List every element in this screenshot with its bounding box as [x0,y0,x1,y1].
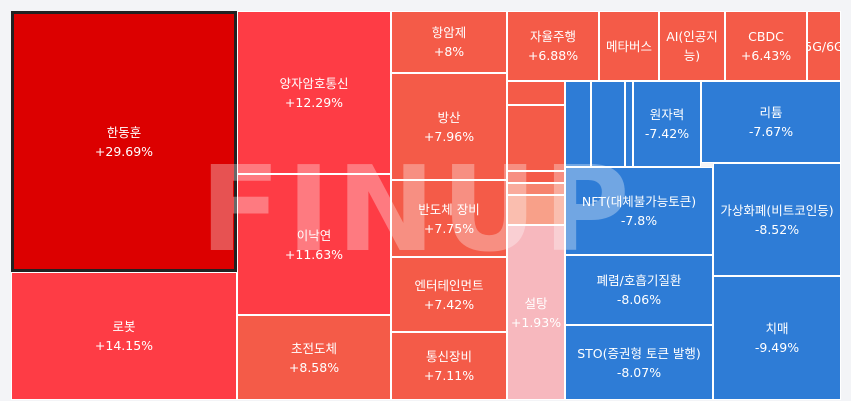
tile-name: 양자암호통신 [279,75,349,91]
tile-cbdc[interactable]: CBDC +6.43% [725,11,807,81]
tile-change: +7.75% [423,220,475,236]
tile-name: CBDC [748,29,784,44]
tile-change: -9.49% [754,340,800,355]
tile-name: 항암제 [431,25,467,40]
tile-ai[interactable]: AI(인공지능) [659,11,725,81]
tile-name: AI(인공지능) [666,29,718,63]
tile-sto[interactable]: STO(증권형 토큰 발행) -8.07% [565,325,713,400]
tile-name: 치매 [765,321,789,336]
tile-anticancer[interactable]: 항암제 +8% [391,11,507,73]
tile-name: 메타버스 [605,38,652,54]
tile-name: 자율주행 [529,29,576,44]
tile-name: 로봇 [112,319,136,334]
tile-autonomous-driving[interactable]: 자율주행 +6.88% [507,11,599,81]
tile-name: 한동훈 [106,124,142,140]
tile-name: 통신장비 [425,349,472,364]
tile-sugar[interactable]: 설탕 +1.93% [507,225,565,400]
tile-5g6g[interactable]: 5G/6G [807,11,841,81]
tile-name: 원자력 [649,107,685,122]
tile-defense[interactable]: 방산 +7.96% [391,73,507,180]
tile-pneumonia[interactable]: 폐렴/호흡기질환 -8.06% [565,255,713,325]
tile-change: +7.11% [423,368,475,383]
tile-change: -8.07% [616,364,662,380]
tile-change: -7.67% [748,124,794,139]
tile-name: 반도체 장비 [418,201,480,217]
tile-semi-equipment[interactable]: 반도체 장비 +7.75% [391,180,507,257]
tile-lithium[interactable]: 리튬 -7.67% [701,81,841,163]
tile-nuclear[interactable]: 원자력 -7.42% [633,81,701,167]
tile-change: -8.06% [616,292,662,307]
tile-small[interactable] [507,183,565,195]
tile-hangdonghun[interactable]: 한동훈 +29.69% [11,11,237,272]
tile-name: 설탕 [524,295,548,311]
tile-small[interactable] [507,81,565,105]
tile-telecom-equipment[interactable]: 통신장비 +7.11% [391,332,507,400]
tile-change: +8% [433,44,465,59]
tile-robot[interactable]: 로봇 +14.15% [11,272,237,400]
tile-name: 엔터테인먼트 [414,277,484,293]
tile-small[interactable] [591,81,625,167]
tile-change: +6.88% [527,48,579,63]
tile-small[interactable] [565,81,591,167]
tile-name: 5G/6G [808,38,840,54]
tile-small[interactable] [625,81,633,167]
tile-name: 가상화폐(비트코인등) [720,202,834,218]
tile-change: +14.15% [94,338,154,353]
tile-change: +12.29% [284,94,344,110]
tile-change: +1.93% [510,314,562,330]
tile-entertainment[interactable]: 엔터테인먼트 +7.42% [391,257,507,332]
tile-dementia[interactable]: 치매 -9.49% [713,276,841,400]
tile-name: 이낙연 [296,227,332,243]
tile-name: STO(증권형 토큰 발행) [577,345,701,361]
tile-small[interactable] [507,171,565,183]
tile-name: 폐렴/호흡기질환 [596,273,682,288]
tile-quantum-crypto[interactable]: 양자암호통신 +12.29% [237,11,391,174]
tile-metaverse[interactable]: 메타버스 [599,11,659,81]
tile-crypto[interactable]: 가상화폐(비트코인등) -8.52% [713,163,841,276]
tile-change: +8.58% [288,359,340,375]
tile-small[interactable] [507,105,565,171]
tile-change: +11.63% [284,246,344,262]
tile-name: NFT(대체불가능토큰) [581,194,697,209]
tile-superconductor[interactable]: 초전도체 +8.58% [237,315,391,400]
tile-nft[interactable]: NFT(대체불가능토큰) -7.8% [565,167,713,255]
tile-name: 초전도체 [290,340,337,356]
tile-small[interactable] [507,195,565,225]
tile-change: -7.42% [644,126,690,141]
tile-leenakyon[interactable]: 이낙연 +11.63% [237,174,391,315]
tile-name: 리튬 [759,105,783,120]
tile-change: +7.42% [423,296,475,312]
tile-change: +6.43% [740,48,792,63]
tile-change: -8.52% [754,221,800,237]
tile-change: +29.69% [94,143,154,159]
tile-change: -7.8% [620,213,658,228]
tile-name: 방산 [437,109,461,125]
tile-change: +7.96% [423,128,475,144]
